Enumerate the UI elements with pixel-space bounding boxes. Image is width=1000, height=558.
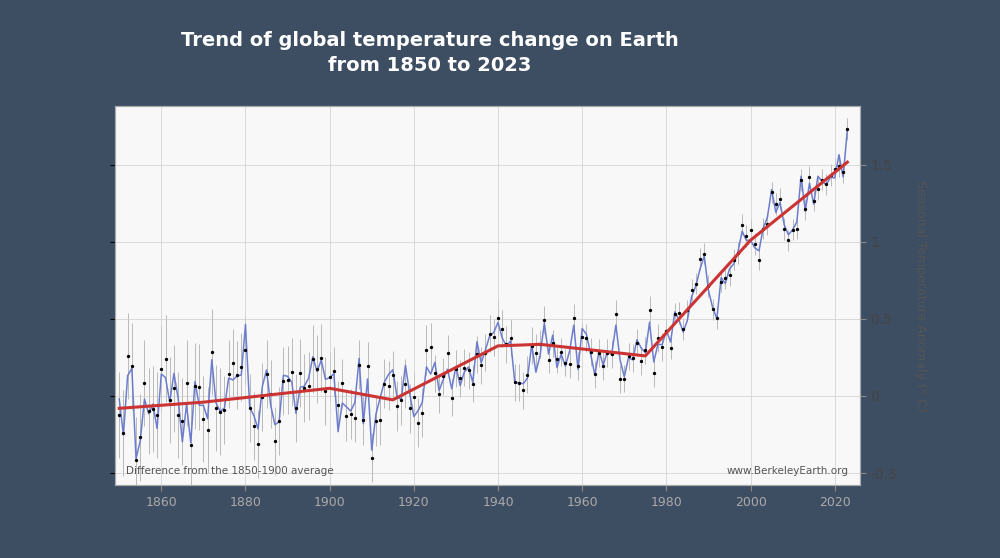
Y-axis label: Seasonal Temperature Anomaly (° C): Seasonal Temperature Anomaly (° C) (914, 180, 927, 412)
Text: Trend of global temperature change on Earth
from 1850 to 2023: Trend of global temperature change on Ea… (181, 31, 679, 75)
Text: www.BerkeleyEarth.org: www.BerkeleyEarth.org (727, 466, 849, 476)
Text: Difference from the 1850-1900 average: Difference from the 1850-1900 average (126, 466, 334, 476)
